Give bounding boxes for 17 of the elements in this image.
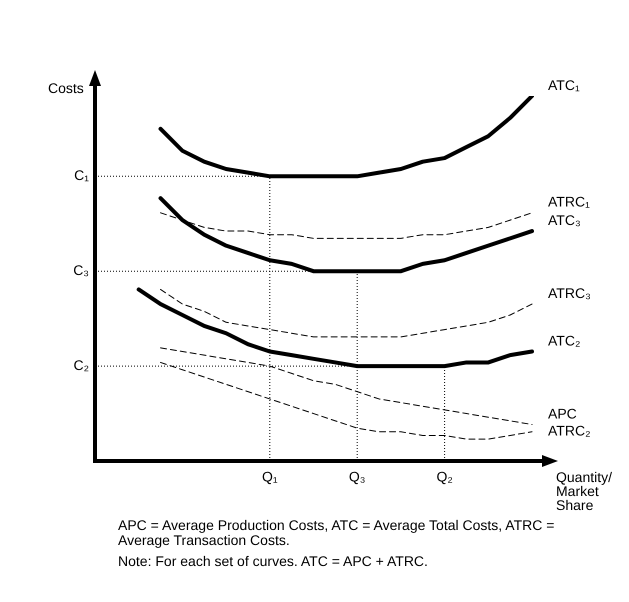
x-axis-title: Quantity/ Market Share bbox=[556, 469, 614, 513]
series-label: ATC₃ bbox=[548, 212, 581, 228]
y-axis-title: Costs bbox=[48, 80, 84, 96]
ref-line-label: C₂ bbox=[73, 356, 89, 373]
series-label: ATC₁ bbox=[548, 76, 580, 93]
series-label: ATRC₂ bbox=[548, 422, 591, 438]
ref-line-label: C₃ bbox=[73, 262, 89, 278]
series-label: ATRC₃ bbox=[548, 284, 591, 301]
series-label: ATRC₁ bbox=[548, 194, 590, 210]
x-tick-label: Q₃ bbox=[348, 468, 366, 484]
text: Note: For each set of curves. ATC = APC + ATRC. bbox=[118, 553, 429, 569]
series-label: ATC₂ bbox=[548, 332, 580, 348]
x-tick-label: Q₁ bbox=[262, 468, 278, 484]
text: APC = Average Production Costs, ATC = Average Total Costs, ATRC = Average Transaction Costs. bbox=[118, 517, 556, 548]
x-tick-label: Q₂ bbox=[436, 468, 453, 484]
ref-line-label: C₁ bbox=[74, 167, 90, 184]
series-label: APC bbox=[548, 405, 577, 422]
